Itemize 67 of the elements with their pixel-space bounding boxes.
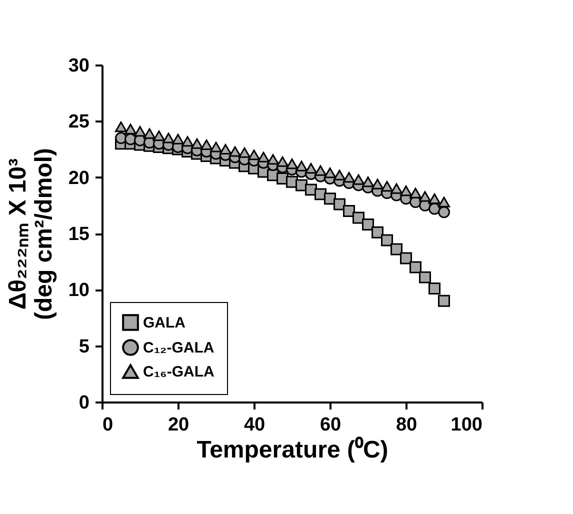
y-tick-label: 30 [68, 56, 90, 76]
point [210, 142, 222, 152]
x-tick-label: 100 [450, 414, 482, 436]
point [410, 188, 422, 198]
point [220, 144, 232, 155]
point [144, 128, 156, 139]
y-tick-label: 15 [68, 224, 90, 245]
point [162, 132, 174, 144]
point [372, 226, 384, 238]
point [362, 218, 374, 231]
legend-label: C₁₂-GALA [143, 340, 214, 356]
point [238, 147, 250, 158]
point [182, 136, 194, 147]
point [390, 183, 402, 194]
point [438, 206, 450, 218]
point [229, 146, 241, 157]
point [419, 271, 431, 284]
point [352, 212, 364, 224]
point [334, 198, 346, 210]
point [305, 163, 317, 174]
y-tick-label: 5 [78, 336, 90, 358]
point [267, 154, 279, 165]
point [324, 192, 336, 205]
point [324, 168, 336, 178]
point [200, 139, 212, 150]
y-tick-label: 0 [78, 392, 90, 414]
point [390, 243, 402, 256]
point [372, 178, 384, 190]
x-tick-label: 80 [396, 414, 418, 436]
point [258, 152, 270, 162]
x-axis-title: Temperature (⁰C) [196, 436, 388, 464]
x-tick-label: 20 [168, 414, 190, 436]
point [153, 130, 165, 142]
legend-label: C₁₆-GALA [143, 364, 215, 380]
point [438, 196, 450, 208]
point [334, 170, 346, 180]
y-tick-label: 10 [68, 280, 90, 302]
point [438, 294, 450, 307]
point [286, 158, 298, 170]
point [172, 134, 184, 144]
point [314, 165, 326, 176]
point [381, 234, 393, 246]
point [362, 176, 374, 188]
point [343, 172, 355, 183]
x-tick-label: 60 [320, 414, 342, 436]
point [352, 174, 364, 185]
point [343, 205, 355, 218]
point [428, 193, 440, 204]
x-tick-label: 40 [244, 414, 266, 436]
point [134, 126, 146, 137]
point [428, 282, 440, 295]
point [400, 252, 412, 264]
point [115, 121, 127, 132]
point [296, 160, 308, 172]
legend-label: GALA [143, 314, 186, 332]
x-tick-label: 0 [102, 414, 114, 436]
point [410, 261, 422, 274]
y-axis-title: Δθ₂₂₂ₙₘ X 10³ (deg cm²/dmol) [4, 148, 58, 320]
y-tick-label: 25 [68, 112, 90, 133]
point [419, 191, 431, 202]
point [400, 186, 412, 196]
point [124, 124, 136, 134]
point [381, 181, 393, 192]
point [191, 138, 203, 149]
point [248, 150, 260, 160]
y-tick-label: 20 [68, 168, 90, 189]
point [276, 156, 288, 167]
